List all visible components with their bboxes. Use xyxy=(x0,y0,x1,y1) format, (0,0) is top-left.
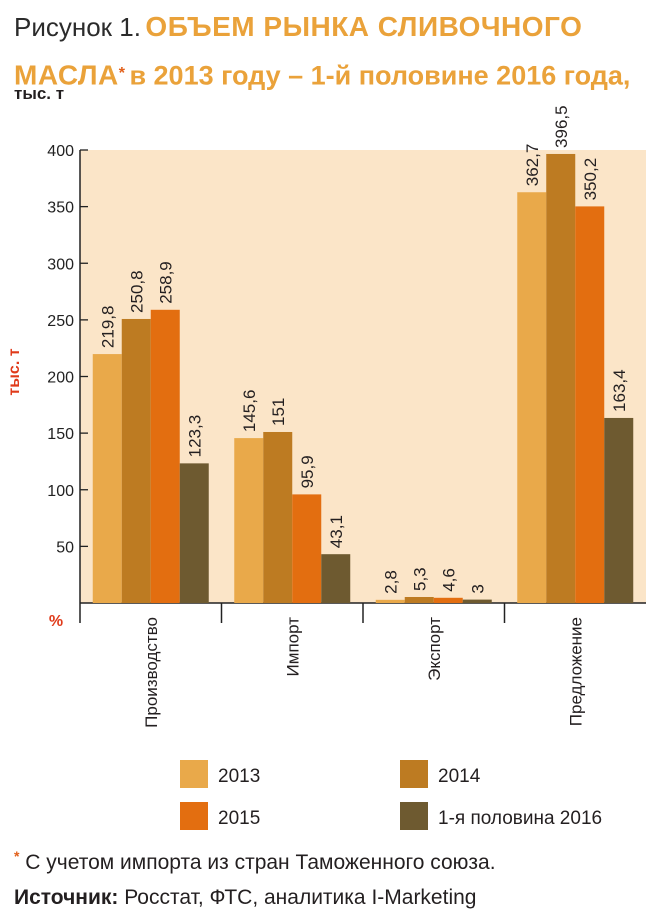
legend-label-2013: 2013 xyxy=(218,766,260,787)
data-label: 151 xyxy=(269,398,288,426)
data-label: 219,8 xyxy=(98,306,117,349)
source-label: Источник: xyxy=(14,886,119,909)
y-tick-label: 100 xyxy=(47,483,74,500)
bar-предложение-2013 xyxy=(517,192,547,603)
y-tick-label: 400 xyxy=(47,143,74,160)
data-label: 163,4 xyxy=(610,369,629,412)
data-label: 250,8 xyxy=(127,270,146,313)
data-label: 2,8 xyxy=(381,570,400,594)
bar-импорт-2015 xyxy=(292,494,322,603)
bar-предложение-2014 xyxy=(546,153,576,603)
y-tick-label: 350 xyxy=(47,200,74,217)
legend-label-2014: 2014 xyxy=(438,766,481,787)
bar-импорт-2013 xyxy=(234,438,264,603)
chart-subtitle: в 2013 году – 1-й половине 2016 года, xyxy=(129,60,631,91)
category-label-предложение: Предложение xyxy=(566,617,585,726)
bar-импорт-1-я-половина-2016 xyxy=(321,554,351,603)
title-footnote-mark: * xyxy=(118,65,125,82)
bar-производство-2014 xyxy=(121,318,151,603)
bar-экспорт-2014 xyxy=(404,596,434,603)
data-label: 362,7 xyxy=(523,144,542,187)
footnote-text: С учетом импорта из стран Таможенного со… xyxy=(25,851,496,874)
legend-swatch-2015 xyxy=(180,802,208,830)
category-label-экспорт: Экспорт xyxy=(425,617,444,681)
data-label: 3 xyxy=(468,584,487,593)
data-label: 95,9 xyxy=(298,455,317,488)
data-label: 4,6 xyxy=(439,568,458,592)
bar-предложение-2015 xyxy=(575,206,605,603)
category-label-импорт: Импорт xyxy=(283,617,302,677)
chart-units: тыс. т xyxy=(14,84,65,103)
chart-title: ОБЪЕМ РЫНКА СЛИВОЧНОГО МАСЛА xyxy=(14,11,583,91)
y-corner-label: % xyxy=(49,613,63,630)
category-label-производство: Производство xyxy=(142,617,161,728)
legend-label-1-я-половина-2016: 1-я половина 2016 xyxy=(438,808,602,829)
footnote-mark: * xyxy=(14,848,20,864)
data-label: 5,3 xyxy=(410,567,429,591)
legend-swatch-1-я-половина-2016 xyxy=(400,802,428,830)
data-label: 396,5 xyxy=(552,105,571,148)
chart-title-block: Рисунок 1. ОБЪЕМ РЫНКА СЛИВОЧНОГО МАСЛА*… xyxy=(14,6,654,101)
source-line: Источник: Росстат, ФТС, аналитика I-Mark… xyxy=(14,886,476,910)
data-label: 258,9 xyxy=(156,261,175,304)
data-label: 43,1 xyxy=(327,515,346,548)
legend-label-2015: 2015 xyxy=(218,808,260,829)
source-text: Росстат, ФТС, аналитика I-Marketing xyxy=(124,886,477,909)
footnote: * С учетом импорта из стран Таможенного … xyxy=(14,848,496,875)
y-tick-label: 300 xyxy=(47,256,74,273)
data-label: 145,6 xyxy=(240,390,259,433)
data-label: 350,2 xyxy=(581,158,600,201)
y-axis-label: тыс. т xyxy=(6,348,23,395)
figure-prefix: Рисунок 1. xyxy=(14,12,141,42)
bar-экспорт-1-я-половина-2016 xyxy=(462,599,492,603)
y-tick-label: 150 xyxy=(47,426,74,443)
y-tick-label: 250 xyxy=(47,313,74,330)
y-tick-label: 50 xyxy=(56,539,74,556)
data-label: 123,3 xyxy=(185,415,204,458)
bar-экспорт-2015 xyxy=(433,597,463,603)
y-tick-label: 200 xyxy=(47,370,74,387)
bar-импорт-2014 xyxy=(263,431,293,603)
bar-предложение-1-я-половина-2016 xyxy=(604,417,634,603)
bar-производство-2013 xyxy=(92,354,122,603)
butter-market-chart: 50 100 150 200 250 300 350 400% тыс. т 219,8 250,8… xyxy=(6,105,646,830)
legend-swatch-2013 xyxy=(180,760,208,788)
bar-производство-1-я-половина-2016 xyxy=(179,463,209,603)
bar-производство-2015 xyxy=(150,309,180,603)
legend-swatch-2014 xyxy=(400,760,428,788)
bar-экспорт-2013 xyxy=(375,599,405,603)
